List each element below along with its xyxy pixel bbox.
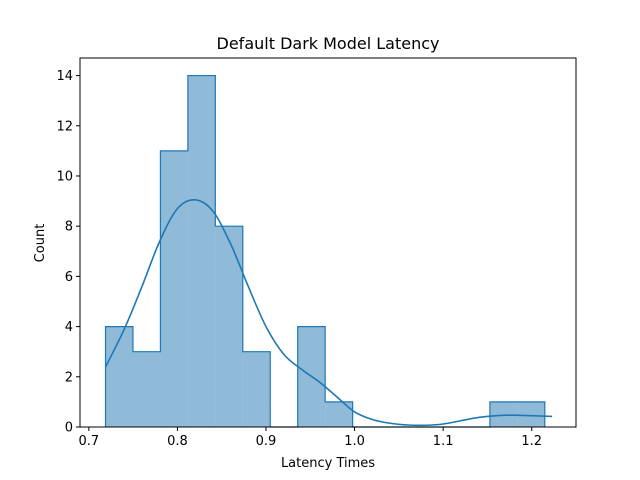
plot-area: 0.7 0.8 0.9 1.0 1.1 1.2 0 2 4 6 8 10 12 14 <box>56 57 577 449</box>
x-tick-label: 1.2 <box>521 434 542 449</box>
chart-title: Default Dark Model Latency <box>217 34 440 53</box>
y-tick-label: 0 <box>65 421 73 436</box>
histogram-bin-1 <box>132 351 161 427</box>
y-axis-label: Count <box>33 224 48 263</box>
x-tick-label: 0.7 <box>79 434 100 449</box>
y-tick-label: 4 <box>65 320 73 335</box>
histogram-bin-0 <box>105 326 133 427</box>
histogram-bin-15 <box>517 401 545 427</box>
y-axis-ticks: 0 2 4 6 8 10 12 14 <box>56 69 80 436</box>
kde-line <box>104 199 553 427</box>
y-tick-label: 14 <box>56 69 73 84</box>
x-axis-label: Latency Times <box>281 456 375 471</box>
x-tick-label: 1.0 <box>344 434 365 449</box>
histogram-bin-8 <box>325 401 353 427</box>
histogram-bin-5 <box>242 351 271 427</box>
x-tick-label: 0.9 <box>256 434 277 449</box>
x-tick-label: 1.1 <box>433 434 454 449</box>
y-tick-label: 2 <box>65 370 73 385</box>
x-tick-label: 0.8 <box>167 434 188 449</box>
y-tick-label: 10 <box>56 169 73 184</box>
histogram-bins <box>104 74 546 428</box>
axes-frame <box>79 57 577 428</box>
histogram-bin-3 <box>187 75 216 428</box>
y-tick-label: 6 <box>65 270 73 285</box>
y-tick-label: 12 <box>56 119 73 134</box>
y-tick-label: 8 <box>65 220 73 235</box>
histogram-bin-4 <box>215 226 243 427</box>
x-axis-ticks: 0.7 0.8 0.9 1.0 1.1 1.2 <box>79 427 542 449</box>
histogram-bin-2 <box>160 150 188 427</box>
kde-curve <box>104 199 553 427</box>
